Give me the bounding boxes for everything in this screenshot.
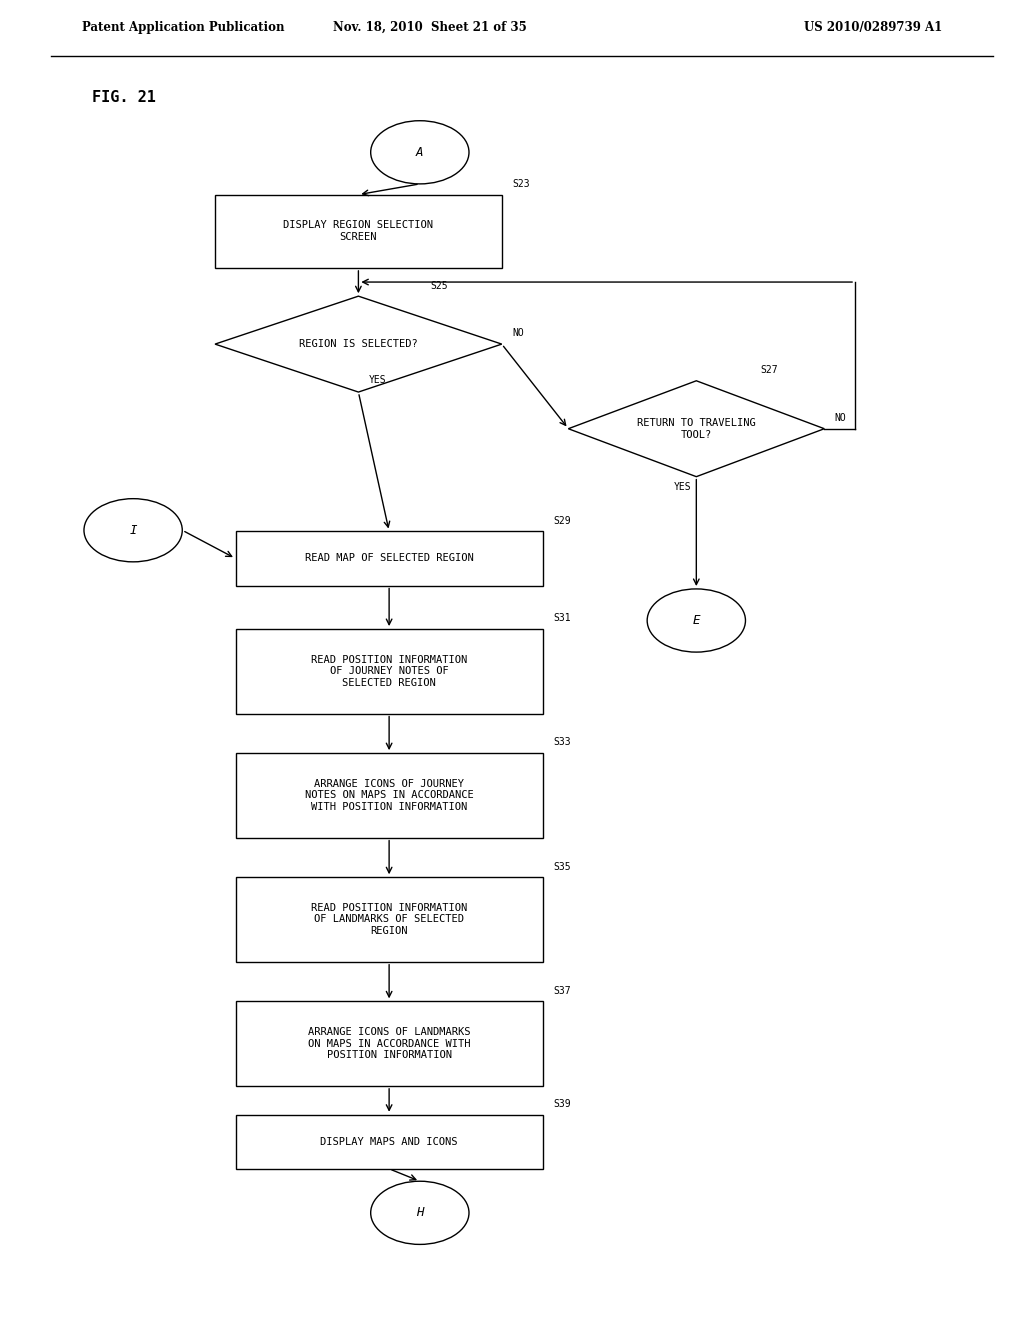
FancyBboxPatch shape — [236, 754, 543, 838]
Text: ARRANGE ICONS OF JOURNEY
NOTES ON MAPS IN ACCORDANCE
WITH POSITION INFORMATION: ARRANGE ICONS OF JOURNEY NOTES ON MAPS I… — [305, 779, 473, 812]
Text: REGION IS SELECTED?: REGION IS SELECTED? — [299, 339, 418, 348]
FancyBboxPatch shape — [236, 1114, 543, 1168]
Ellipse shape — [371, 1181, 469, 1245]
Text: S25: S25 — [430, 281, 447, 290]
Text: YES: YES — [674, 482, 691, 492]
Text: S39: S39 — [553, 1100, 570, 1109]
Text: S31: S31 — [553, 614, 570, 623]
Text: S33: S33 — [553, 738, 570, 747]
Text: E: E — [692, 614, 700, 627]
Text: S35: S35 — [553, 862, 570, 871]
Text: ARRANGE ICONS OF LANDMARKS
ON MAPS IN ACCORDANCE WITH
POSITION INFORMATION: ARRANGE ICONS OF LANDMARKS ON MAPS IN AC… — [308, 1027, 470, 1060]
Text: READ MAP OF SELECTED REGION: READ MAP OF SELECTED REGION — [305, 553, 473, 564]
FancyBboxPatch shape — [236, 628, 543, 714]
Text: DISPLAY REGION SELECTION
SCREEN: DISPLAY REGION SELECTION SCREEN — [284, 220, 433, 242]
Ellipse shape — [371, 120, 469, 183]
Text: Patent Application Publication: Patent Application Publication — [82, 21, 285, 34]
Text: NO: NO — [512, 329, 523, 338]
Text: Nov. 18, 2010  Sheet 21 of 35: Nov. 18, 2010 Sheet 21 of 35 — [333, 21, 527, 34]
Polygon shape — [568, 380, 824, 477]
Ellipse shape — [84, 499, 182, 562]
Text: RETURN TO TRAVELING
TOOL?: RETURN TO TRAVELING TOOL? — [637, 418, 756, 440]
FancyBboxPatch shape — [236, 532, 543, 586]
Text: A: A — [416, 145, 424, 158]
Text: I: I — [129, 524, 137, 537]
Text: NO: NO — [835, 413, 846, 424]
Text: S23: S23 — [512, 180, 529, 189]
Text: US 2010/0289739 A1: US 2010/0289739 A1 — [804, 21, 942, 34]
Polygon shape — [215, 296, 502, 392]
Text: FIG. 21: FIG. 21 — [92, 90, 156, 106]
FancyBboxPatch shape — [236, 878, 543, 962]
Text: S29: S29 — [553, 516, 570, 525]
FancyBboxPatch shape — [215, 194, 502, 268]
Ellipse shape — [647, 589, 745, 652]
Text: YES: YES — [369, 375, 386, 385]
Text: DISPLAY MAPS AND ICONS: DISPLAY MAPS AND ICONS — [321, 1137, 458, 1147]
Text: H: H — [416, 1206, 424, 1220]
Text: READ POSITION INFORMATION
OF JOURNEY NOTES OF
SELECTED REGION: READ POSITION INFORMATION OF JOURNEY NOT… — [311, 655, 467, 688]
FancyBboxPatch shape — [236, 1002, 543, 1086]
Text: S27: S27 — [760, 366, 778, 375]
Text: S37: S37 — [553, 986, 570, 995]
Text: READ POSITION INFORMATION
OF LANDMARKS OF SELECTED
REGION: READ POSITION INFORMATION OF LANDMARKS O… — [311, 903, 467, 936]
